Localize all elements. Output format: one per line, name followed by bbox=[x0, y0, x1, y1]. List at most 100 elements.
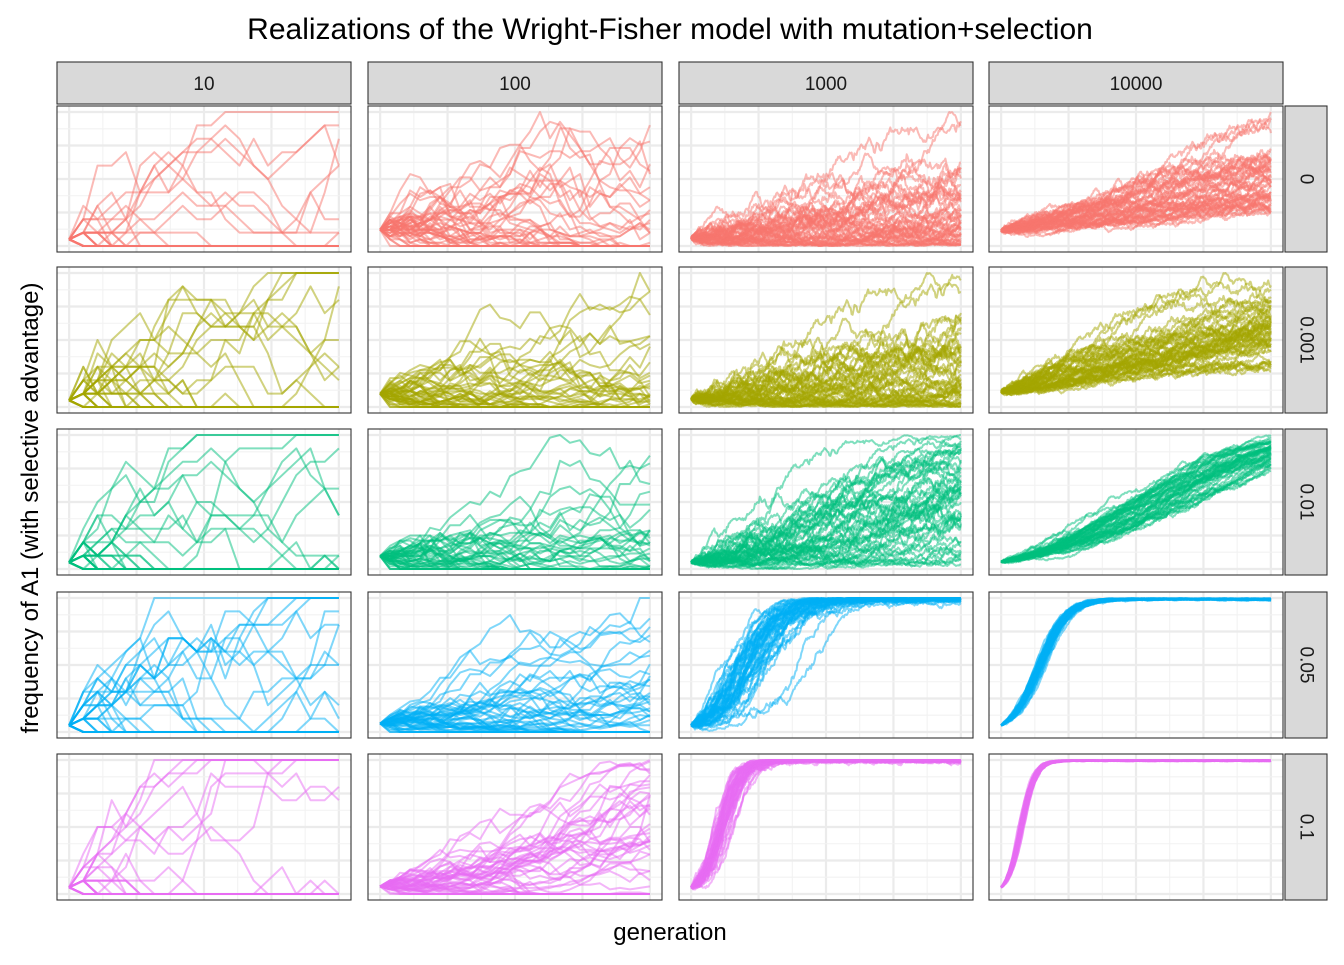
series-line bbox=[379, 166, 651, 231]
series-line bbox=[690, 540, 962, 567]
series-line bbox=[690, 272, 962, 405]
series-line bbox=[1000, 152, 1272, 233]
series-line bbox=[68, 124, 340, 241]
panel-border bbox=[988, 753, 1284, 901]
series-line bbox=[690, 197, 962, 246]
facet-panel bbox=[56, 753, 352, 901]
chart-title: Realizations of the Wright-Fisher model … bbox=[247, 13, 1093, 46]
series-line bbox=[379, 290, 651, 395]
series-line bbox=[68, 312, 339, 402]
series-line bbox=[379, 374, 651, 408]
series-line bbox=[379, 620, 651, 725]
panel-border bbox=[56, 753, 352, 901]
row-strip-label: 0.001 bbox=[1296, 316, 1317, 364]
series-line bbox=[380, 127, 651, 231]
column-strip-background bbox=[56, 61, 352, 105]
series-line bbox=[380, 385, 650, 408]
series-line bbox=[68, 759, 340, 888]
series-line bbox=[379, 137, 651, 234]
panel-border bbox=[367, 105, 663, 253]
row-strip-background bbox=[1284, 266, 1328, 414]
series-line bbox=[690, 220, 962, 247]
series-line bbox=[379, 697, 651, 730]
series-line bbox=[68, 399, 339, 408]
series-line bbox=[691, 463, 962, 564]
series-line bbox=[379, 166, 651, 231]
facet-panel bbox=[367, 266, 663, 414]
series-line bbox=[68, 447, 340, 570]
series-line bbox=[379, 293, 651, 395]
series-line bbox=[68, 365, 339, 408]
column-strip-label: 10 bbox=[193, 74, 214, 95]
series-line bbox=[379, 715, 650, 733]
facet-panel bbox=[988, 105, 1284, 253]
series-line bbox=[379, 519, 650, 557]
row-strip-label: 0 bbox=[1296, 174, 1317, 185]
series-line bbox=[1000, 198, 1272, 232]
series-line bbox=[379, 760, 651, 888]
column-strip: 1000 bbox=[678, 61, 974, 105]
series-line bbox=[690, 434, 962, 564]
facet-panel bbox=[988, 591, 1284, 739]
series-line bbox=[68, 191, 339, 241]
panel-border bbox=[367, 753, 663, 901]
row-strip: 0.1 bbox=[1284, 753, 1328, 901]
series-line bbox=[379, 697, 651, 725]
series-line bbox=[690, 597, 962, 727]
series-line bbox=[380, 454, 651, 563]
series-line bbox=[68, 886, 339, 895]
series-line bbox=[379, 823, 651, 888]
series-line bbox=[1000, 467, 1272, 564]
facet-panel bbox=[678, 266, 974, 414]
row-strip-background bbox=[1284, 428, 1328, 576]
column-strip-label: 1000 bbox=[805, 74, 847, 95]
panel-border bbox=[56, 591, 352, 739]
series-line bbox=[690, 185, 962, 245]
facet-panel bbox=[988, 753, 1284, 901]
series-line bbox=[1000, 342, 1272, 395]
series-line bbox=[690, 182, 962, 243]
y-axis-title: frequency of A1 (with selective advantag… bbox=[17, 283, 44, 734]
series-line bbox=[690, 759, 961, 889]
panel-border bbox=[678, 266, 974, 414]
facet-panel bbox=[988, 266, 1284, 414]
facet-panel bbox=[367, 428, 663, 576]
series-line bbox=[68, 272, 339, 402]
series-line bbox=[379, 205, 650, 247]
series-line bbox=[68, 561, 339, 570]
facet-panel bbox=[678, 428, 974, 576]
series-line bbox=[379, 182, 651, 238]
series-line bbox=[690, 339, 962, 405]
series-line bbox=[68, 434, 339, 563]
facet-panel bbox=[988, 428, 1284, 576]
series-line bbox=[690, 204, 962, 242]
series-line bbox=[690, 312, 962, 404]
row-strip: 0 bbox=[1284, 105, 1328, 253]
series-line bbox=[68, 124, 339, 240]
series-line bbox=[690, 317, 962, 402]
column-strip: 10 bbox=[56, 61, 352, 105]
row-strip-label: 0.1 bbox=[1296, 814, 1317, 840]
series-line bbox=[691, 483, 962, 564]
row-strip-background bbox=[1284, 753, 1328, 901]
series-line bbox=[690, 488, 962, 564]
series-line bbox=[68, 759, 339, 889]
facet-panel bbox=[367, 591, 663, 739]
series-line bbox=[68, 447, 340, 564]
panel-border bbox=[367, 591, 663, 739]
panel-border bbox=[988, 105, 1284, 253]
series-line bbox=[691, 520, 961, 570]
x-axis-title: generation bbox=[613, 919, 726, 946]
facet-panel bbox=[56, 266, 352, 414]
column-strip-background bbox=[678, 61, 974, 105]
row-strip: 0.001 bbox=[1284, 266, 1328, 414]
row-strip-background bbox=[1284, 105, 1328, 253]
series-line bbox=[68, 597, 339, 726]
facet-panel bbox=[678, 591, 974, 739]
series-line bbox=[379, 836, 651, 888]
series-line bbox=[1000, 323, 1272, 393]
series-line bbox=[68, 624, 340, 726]
facet-panel bbox=[367, 105, 663, 253]
facet-strips: 10 100 1000 10000 0 0.001 0.01 0.05 0.1 bbox=[56, 61, 1328, 901]
